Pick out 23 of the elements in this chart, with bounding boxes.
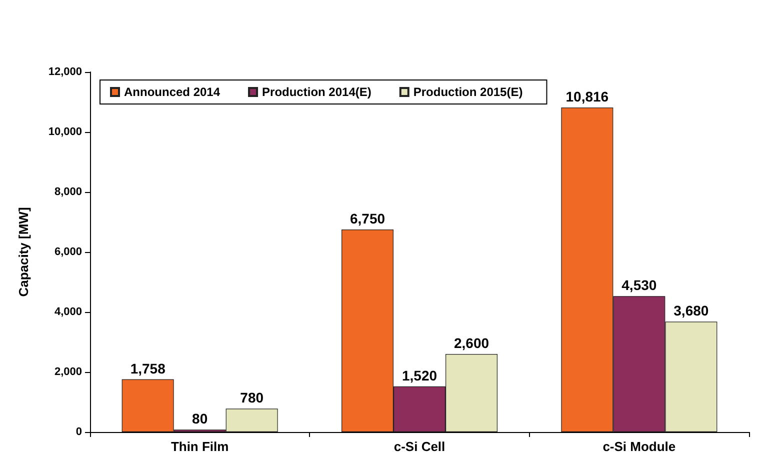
x-tick-label: c-Si Cell — [394, 439, 446, 454]
x-tick-label: c-Si Module — [602, 439, 676, 454]
x-tick-label: Thin Film — [170, 439, 229, 454]
legend-label: Production 2015(E) — [413, 85, 523, 99]
data-label: 1,520 — [402, 367, 438, 384]
data-label: 1,758 — [130, 360, 166, 376]
data-label: 3,680 — [674, 302, 709, 319]
y-tick-label: 4,000 — [54, 306, 82, 318]
y-axis-title: Capacity [MW] — [16, 207, 31, 297]
y-tick-label: 0 — [76, 426, 82, 438]
legend-label: Announced 2014 — [124, 85, 220, 99]
data-label: 80 — [192, 410, 208, 427]
y-tick-label: 2,000 — [54, 366, 82, 378]
data-label: 2,600 — [454, 335, 490, 351]
y-tick-label: 6,000 — [54, 246, 82, 258]
y-tick-label: 10,000 — [48, 126, 82, 138]
data-label: 780 — [240, 390, 264, 406]
data-label: 10,816 — [566, 88, 609, 105]
data-label: 4,530 — [622, 277, 657, 294]
data-label: 6,750 — [350, 210, 386, 226]
legend-label: Production 2014(E) — [262, 85, 372, 99]
y-tick-label: 8,000 — [54, 186, 82, 198]
y-tick-label: 12,000 — [48, 66, 82, 78]
